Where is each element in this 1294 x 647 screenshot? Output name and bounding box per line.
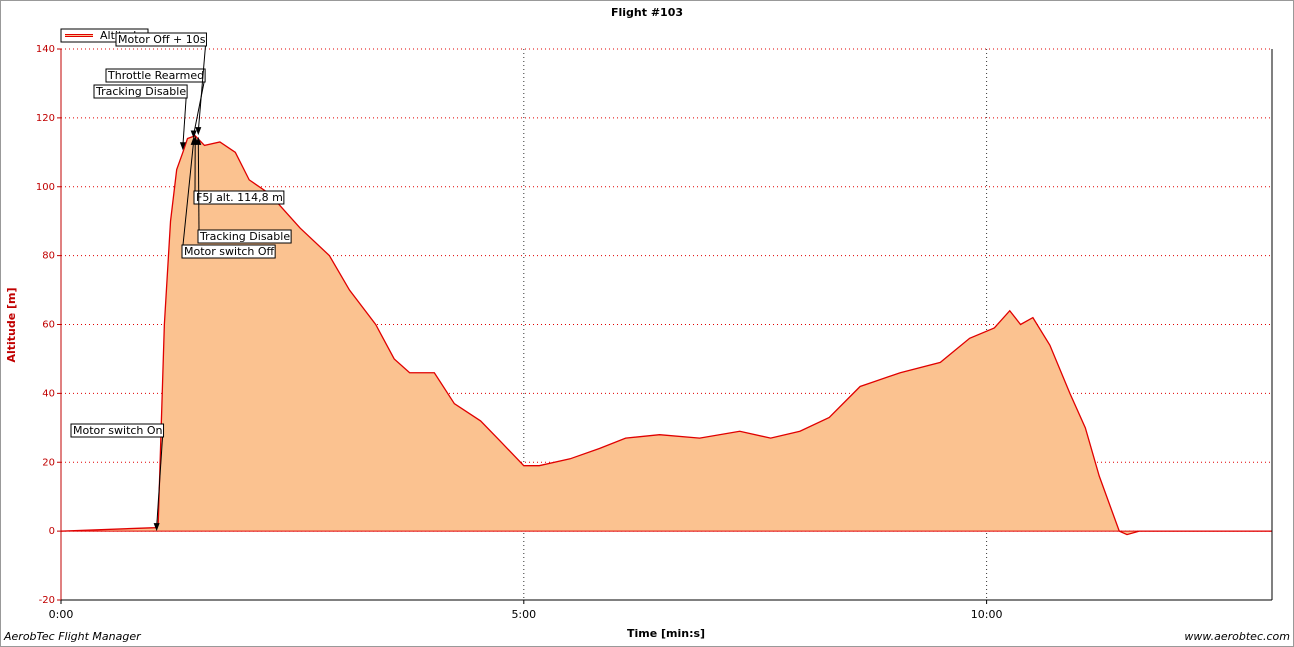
annotation-arrow	[156, 436, 164, 528]
annotation-box	[197, 229, 292, 244]
annotation-box	[105, 68, 206, 83]
annotation-box	[70, 423, 165, 438]
x-tick-label: 0:00	[49, 608, 74, 621]
x-tick-label: 5:00	[511, 608, 536, 621]
x-tick-label: 10:00	[971, 608, 1003, 621]
footer-right: www.aerobtec.com	[1184, 630, 1290, 643]
y-tick-label: -20	[39, 595, 55, 606]
annotation-box	[181, 244, 276, 259]
footer-left: AerobTec Flight Manager	[3, 630, 142, 643]
annotation-label: Tracking Disable	[95, 85, 186, 98]
annotation-arrowhead	[195, 127, 202, 136]
annotation-arrowhead	[153, 523, 160, 532]
annotation-arrow	[197, 140, 200, 231]
x-axis-title: Time [min:s]	[627, 627, 705, 640]
annotation-label: Motor switch Off	[184, 245, 275, 258]
annotation-box	[193, 190, 285, 205]
y-tick-label: 60	[42, 320, 55, 331]
annotation-arrowhead	[190, 130, 197, 139]
area	[61, 135, 1272, 535]
y-tick-label: 140	[36, 44, 55, 55]
y-tick-label: 120	[36, 113, 55, 124]
annotation-arrow	[197, 45, 206, 132]
y-tick-label: 0	[49, 526, 55, 537]
annotation-label: Throttle Rearmed	[107, 69, 204, 82]
annotation-label: Motor switch On	[73, 424, 163, 437]
y-axis-title: Altitude [m]	[5, 287, 18, 362]
y-tick-label: 20	[42, 457, 55, 468]
annotation-arrowhead	[179, 142, 186, 151]
y-tick-label: 100	[36, 182, 55, 193]
chart-title: Flight #103	[611, 6, 683, 19]
annotation-label: F5J alt. 114,8 m	[196, 191, 283, 204]
annotation-box	[115, 32, 207, 47]
annotation-arrowhead	[195, 136, 202, 145]
annotation-label: Motor Off + 10s	[118, 33, 206, 46]
annotation-arrow	[193, 81, 205, 135]
annotation-arrow	[182, 97, 187, 147]
annotation-arrow	[182, 140, 195, 246]
annotation-label: Tracking Disable	[199, 230, 290, 243]
annotation-arrowhead	[190, 136, 197, 145]
y-tick-label: 80	[42, 251, 55, 262]
y-tick-label: 40	[42, 388, 55, 399]
annotation-box	[93, 84, 188, 99]
